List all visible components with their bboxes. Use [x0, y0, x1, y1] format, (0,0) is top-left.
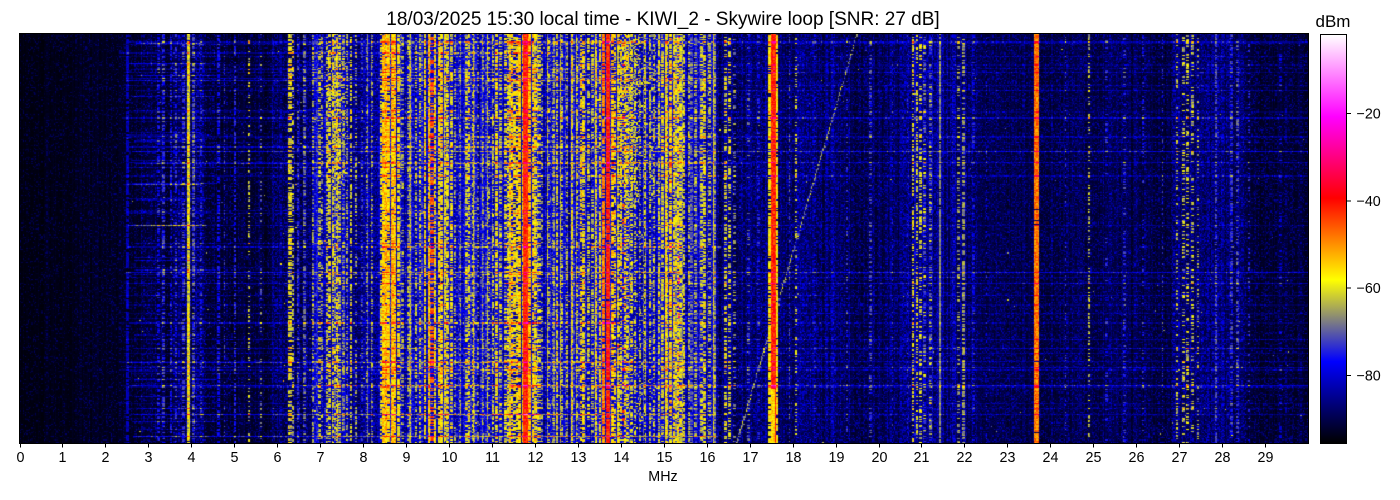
- svg-text:28: 28: [1215, 450, 1231, 466]
- svg-text:22: 22: [957, 450, 973, 466]
- svg-text:23: 23: [1000, 450, 1016, 466]
- svg-text:26: 26: [1129, 450, 1145, 466]
- svg-text:12: 12: [528, 450, 544, 466]
- svg-text:13: 13: [571, 450, 587, 466]
- svg-text:−40: −40: [1357, 194, 1381, 210]
- svg-text:29: 29: [1258, 450, 1274, 466]
- svg-text:19: 19: [829, 450, 845, 466]
- svg-text:dBm: dBm: [1316, 12, 1351, 31]
- svg-text:−60: −60: [1357, 281, 1381, 297]
- svg-text:24: 24: [1043, 450, 1059, 466]
- svg-text:MHz: MHz: [648, 469, 677, 485]
- svg-text:1: 1: [59, 450, 67, 466]
- svg-text:14: 14: [614, 450, 630, 466]
- svg-text:27: 27: [1172, 450, 1188, 466]
- svg-text:10: 10: [442, 450, 458, 466]
- svg-text:−20: −20: [1357, 107, 1381, 123]
- svg-text:20: 20: [872, 450, 888, 466]
- svg-text:17: 17: [743, 450, 759, 466]
- svg-text:2: 2: [102, 450, 110, 466]
- svg-text:4: 4: [188, 450, 196, 466]
- svg-text:6: 6: [274, 450, 282, 466]
- svg-text:21: 21: [914, 450, 930, 466]
- svg-text:18/03/2025 15:30 local time -: 18/03/2025 15:30 local time - KIWI_2 - S…: [386, 9, 939, 30]
- svg-text:3: 3: [145, 450, 153, 466]
- svg-text:−80: −80: [1357, 368, 1381, 384]
- svg-text:18: 18: [786, 450, 802, 466]
- svg-text:16: 16: [700, 450, 716, 466]
- svg-text:7: 7: [317, 450, 325, 466]
- svg-text:8: 8: [360, 450, 368, 466]
- svg-text:5: 5: [231, 450, 239, 466]
- svg-text:25: 25: [1086, 450, 1102, 466]
- svg-text:9: 9: [403, 450, 411, 466]
- svg-text:11: 11: [485, 450, 500, 466]
- svg-text:15: 15: [657, 450, 673, 466]
- svg-text:0: 0: [17, 450, 25, 466]
